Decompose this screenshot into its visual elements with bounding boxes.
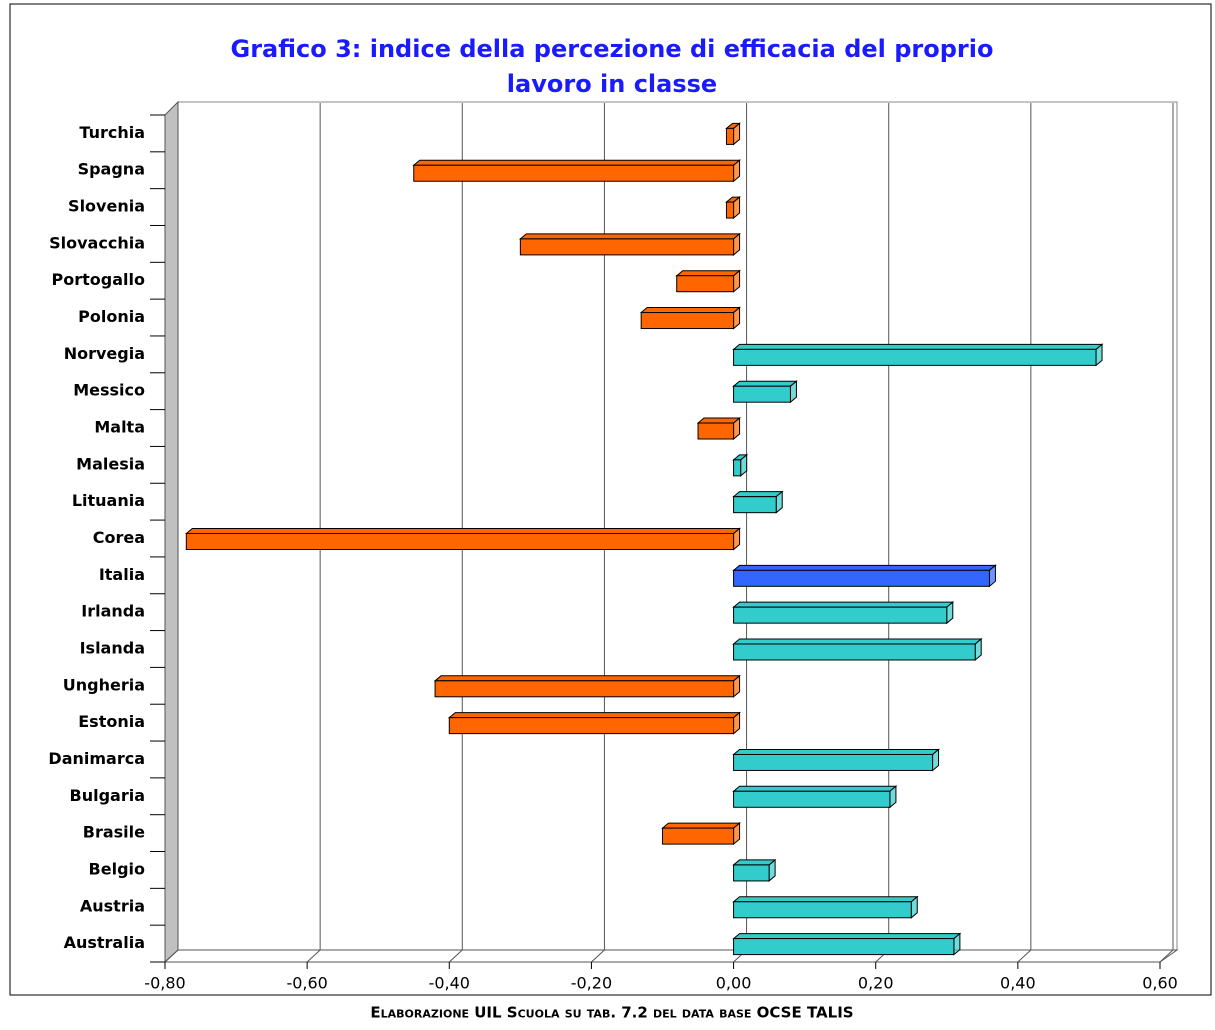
- x-tick-label: 0,60: [1142, 974, 1178, 993]
- floor-line: [306, 949, 321, 963]
- y-tick-label: Brasile: [83, 823, 145, 842]
- bar: [733, 569, 990, 587]
- x-tick-label: -0,80: [144, 974, 185, 993]
- bar-top: [732, 343, 1104, 350]
- bar-top: [732, 933, 962, 940]
- y-tick-label: Irlanda: [81, 602, 145, 621]
- y-tick-label: Portogallo: [52, 270, 145, 289]
- y-tick-label: Lituania: [72, 491, 145, 510]
- bar: [413, 164, 735, 182]
- bar: [697, 422, 735, 440]
- bar-top: [732, 748, 940, 755]
- bar-top: [639, 307, 741, 314]
- y-tick-label: Islanda: [80, 638, 145, 657]
- bar: [640, 312, 735, 330]
- bar: [733, 864, 770, 882]
- floor-line: [1017, 949, 1032, 963]
- floor: [163, 949, 1179, 963]
- y-tick-label: Estonia: [78, 712, 145, 731]
- bar-top: [433, 675, 741, 682]
- y-tick-label: Austria: [80, 896, 145, 915]
- chart-title: Grafico 3: indice della percezione di ef…: [231, 35, 994, 63]
- bar: [725, 127, 735, 145]
- bar: [448, 717, 735, 735]
- y-tick-label: Belgio: [89, 859, 145, 878]
- y-tick-label: Australia: [64, 933, 145, 952]
- x-tick-label: -0,20: [571, 974, 612, 993]
- floor-line: [1159, 949, 1174, 963]
- y-tick-label: Malesia: [76, 454, 145, 473]
- bar-top: [732, 564, 997, 571]
- bar-top: [732, 380, 798, 387]
- y-tick-label: Corea: [93, 528, 145, 547]
- bar: [733, 496, 777, 514]
- bar-top: [661, 822, 741, 829]
- bar: [676, 275, 735, 293]
- bar: [733, 901, 912, 919]
- x-tick-label: 0,40: [1000, 974, 1036, 993]
- bar: [519, 238, 735, 256]
- bar-top: [732, 859, 777, 866]
- bar-top: [675, 270, 741, 277]
- x-tick-label: -0,40: [429, 974, 470, 993]
- y-tick-label: Spagna: [78, 160, 145, 179]
- bar-top: [696, 417, 741, 424]
- x-tick-label: 0,20: [858, 974, 894, 993]
- bar-top: [518, 233, 741, 240]
- bar-top: [732, 896, 919, 903]
- bar: [185, 533, 735, 550]
- bar-top: [412, 159, 741, 166]
- y-tick-label: Messico: [73, 381, 145, 400]
- floor-line: [591, 949, 605, 963]
- y-tick-label: Ungheria: [63, 675, 145, 694]
- bar: [662, 827, 735, 845]
- bar: [733, 385, 791, 403]
- bar: [733, 643, 976, 661]
- bar-top: [184, 528, 741, 534]
- bar: [725, 201, 735, 219]
- y-tick-label: Turchia: [79, 123, 145, 142]
- bar: [733, 753, 934, 771]
- y-tick-label: Slovacchia: [49, 233, 145, 252]
- x-tick-label: -0,60: [286, 974, 327, 993]
- source-note: Elaborazione UIL Scuola su tab. 7.2 del …: [370, 1004, 853, 1022]
- y-tick-label: Danimarca: [48, 749, 145, 768]
- y-tick-label: Norvegia: [64, 344, 145, 363]
- side-wall: [164, 100, 179, 964]
- y-tick-label: Italia: [99, 565, 145, 584]
- y-tick-label: Polonia: [78, 307, 145, 326]
- y-tick-label: Malta: [94, 418, 145, 437]
- bar-top: [732, 785, 898, 792]
- bar: [733, 459, 742, 477]
- bar: [733, 790, 891, 808]
- y-tick-label: Slovenia: [68, 197, 145, 216]
- bar-top: [732, 638, 983, 645]
- x-tick-label: 0,00: [716, 974, 752, 993]
- bar: [733, 938, 955, 956]
- floor-line: [164, 949, 179, 963]
- bar: [733, 348, 1097, 366]
- bar-top: [732, 491, 784, 498]
- chart-title: lavoro in classe: [507, 70, 717, 98]
- floor-line: [448, 949, 463, 963]
- bar-top: [732, 601, 955, 608]
- bar-top: [447, 712, 741, 719]
- bar: [733, 606, 948, 624]
- bar: [434, 680, 735, 698]
- y-tick-label: Bulgaria: [70, 786, 146, 805]
